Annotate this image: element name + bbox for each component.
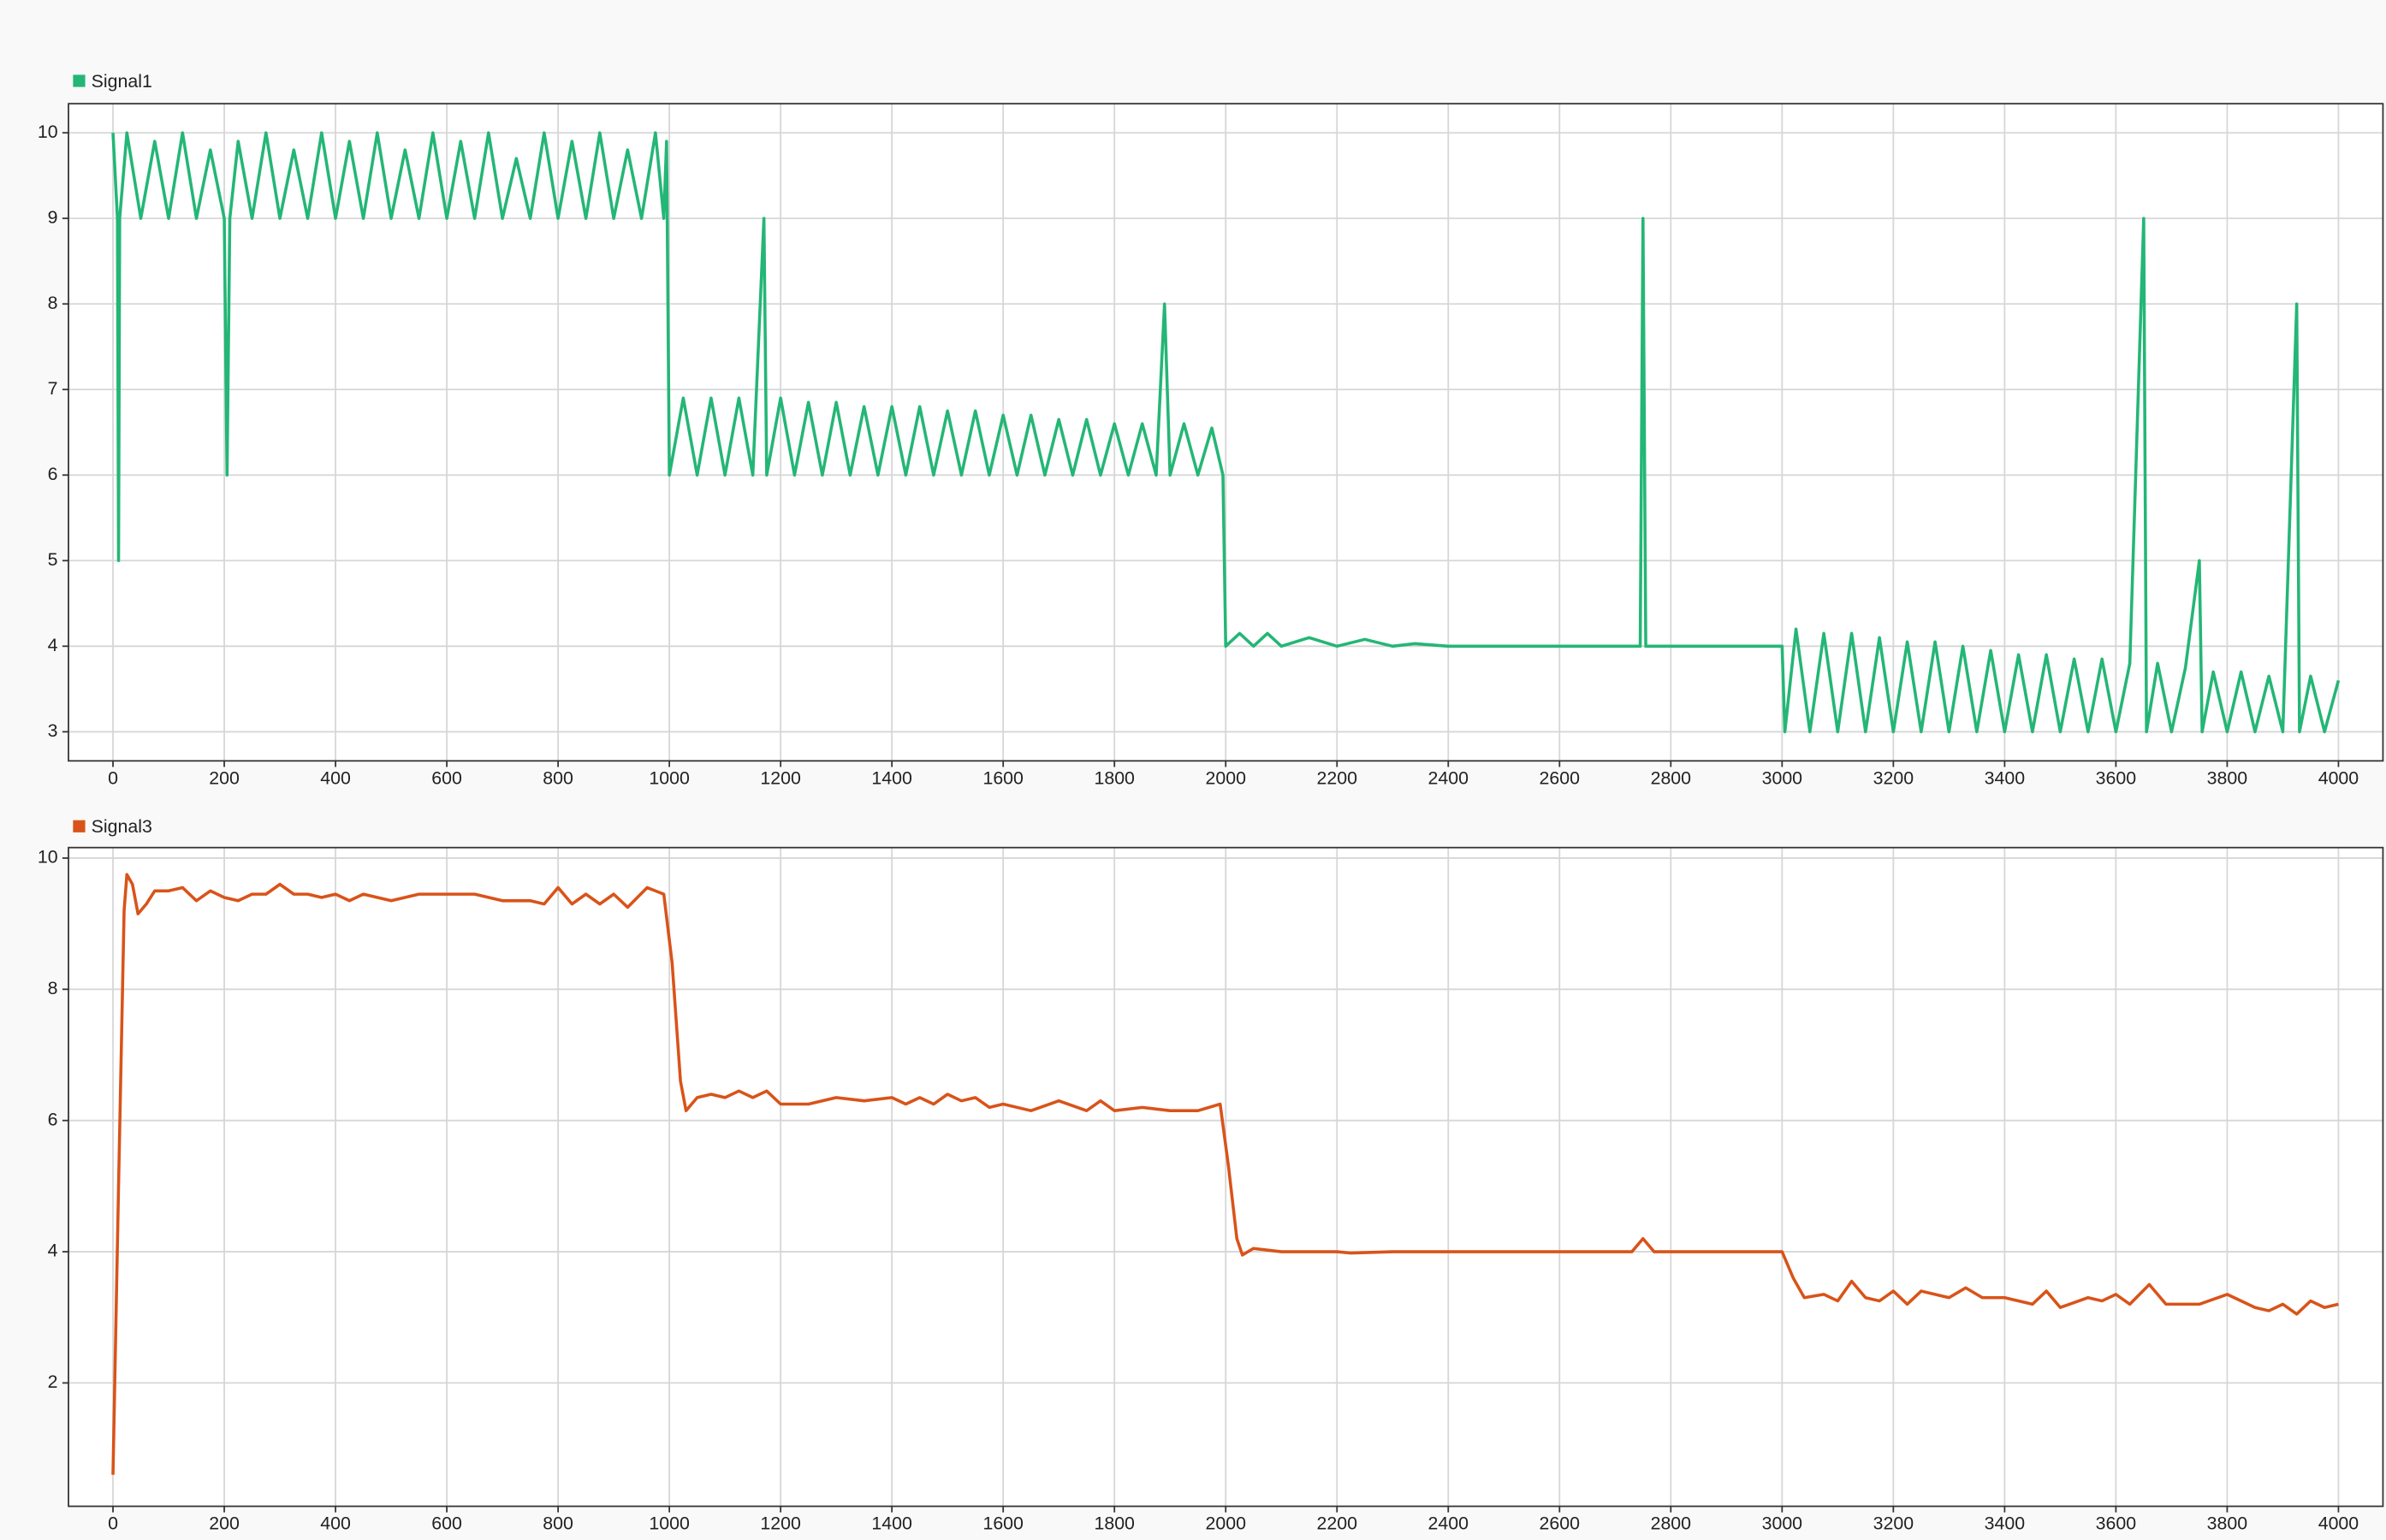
x-tick-label: 3400	[1985, 1513, 2026, 1534]
x-tick-label: 1200	[760, 1513, 801, 1534]
x-tick-label: 800	[543, 767, 573, 788]
legend-label: Signal3	[92, 816, 152, 837]
y-tick-label: 2	[48, 1371, 58, 1392]
y-tick-label: 9	[48, 207, 58, 228]
x-tick-label: 3000	[1762, 767, 1803, 788]
y-tick-label: 4	[48, 1241, 58, 1261]
x-tick-label: 1600	[982, 767, 1024, 788]
x-tick-label: 400	[320, 1513, 351, 1534]
x-tick-label: 4000	[2318, 1513, 2359, 1534]
x-tick-label: 400	[320, 767, 351, 788]
x-tick-label: 2000	[1206, 767, 1247, 788]
x-tick-label: 2800	[1651, 767, 1692, 788]
x-tick-label: 2200	[1317, 1513, 1358, 1534]
y-tick-label: 6	[48, 464, 58, 484]
x-tick-label: 4000	[2318, 767, 2359, 788]
x-tick-label: 2600	[1540, 1513, 1581, 1534]
series-line	[111, 873, 2339, 1475]
x-tick-label: 3800	[2207, 767, 2248, 788]
x-tick-label: 3200	[1873, 1513, 1914, 1534]
x-tick-label: 2600	[1540, 767, 1581, 788]
y-tick-label: 4	[48, 635, 58, 655]
x-tick-label: 1800	[1094, 767, 1135, 788]
x-tick-label: 1600	[982, 1513, 1024, 1534]
x-tick-label: 3400	[1985, 767, 2026, 788]
plot-border	[68, 846, 2384, 1507]
x-tick-label: 3800	[2207, 1513, 2248, 1534]
x-tick-label: 2800	[1651, 1513, 1692, 1534]
x-tick-label: 2400	[1428, 1513, 1469, 1534]
x-tick-label: 1000	[649, 767, 690, 788]
x-tick-label: 0	[108, 767, 118, 788]
y-tick-label: 6	[48, 1109, 58, 1129]
x-tick-label: 800	[543, 1513, 573, 1534]
x-tick-label: 3000	[1762, 1513, 1803, 1534]
x-tick-label: 1400	[871, 767, 912, 788]
plot-border	[68, 103, 2384, 762]
x-tick-label: 2400	[1428, 767, 1469, 788]
y-tick-label: 10	[38, 121, 58, 142]
x-tick-label: 2000	[1206, 1513, 1247, 1534]
x-tick-label: 1800	[1094, 1513, 1135, 1534]
y-tick-label: 7	[48, 378, 58, 399]
y-tick-label: 8	[48, 978, 58, 998]
x-tick-label: 600	[431, 767, 462, 788]
y-tick-label: 5	[48, 549, 58, 570]
y-tick-label: 8	[48, 293, 58, 313]
x-tick-label: 1400	[871, 1513, 912, 1534]
y-tick-label: 3	[48, 720, 58, 741]
series-line	[111, 131, 2341, 734]
y-tick-label: 10	[38, 847, 58, 868]
x-tick-label: 1200	[760, 767, 801, 788]
x-tick-label: 200	[209, 767, 240, 788]
x-tick-label: 600	[431, 1513, 462, 1534]
x-tick-label: 3600	[2096, 1513, 2137, 1534]
legend-swatch	[73, 820, 86, 832]
legend-swatch	[73, 74, 86, 87]
x-tick-label: 200	[209, 1513, 240, 1534]
x-tick-label: 3600	[2096, 767, 2137, 788]
x-tick-label: 0	[108, 1513, 118, 1534]
x-tick-label: 2200	[1317, 767, 1358, 788]
legend-label: Signal1	[92, 71, 152, 92]
x-tick-label: 1000	[649, 1513, 690, 1534]
x-tick-label: 3200	[1873, 767, 1914, 788]
